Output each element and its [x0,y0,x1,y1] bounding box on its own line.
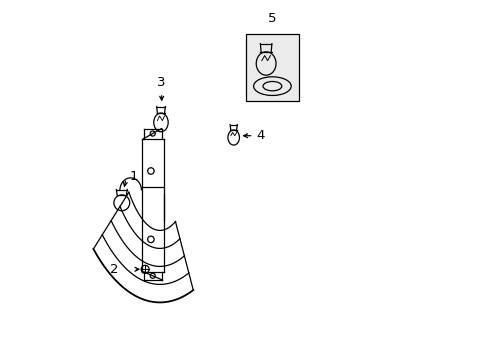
Text: 2: 2 [110,263,118,276]
Text: 3: 3 [157,76,165,89]
Text: 1: 1 [129,170,138,183]
Text: 5: 5 [267,12,276,25]
Text: 4: 4 [256,129,264,142]
Bar [246,34,298,101]
